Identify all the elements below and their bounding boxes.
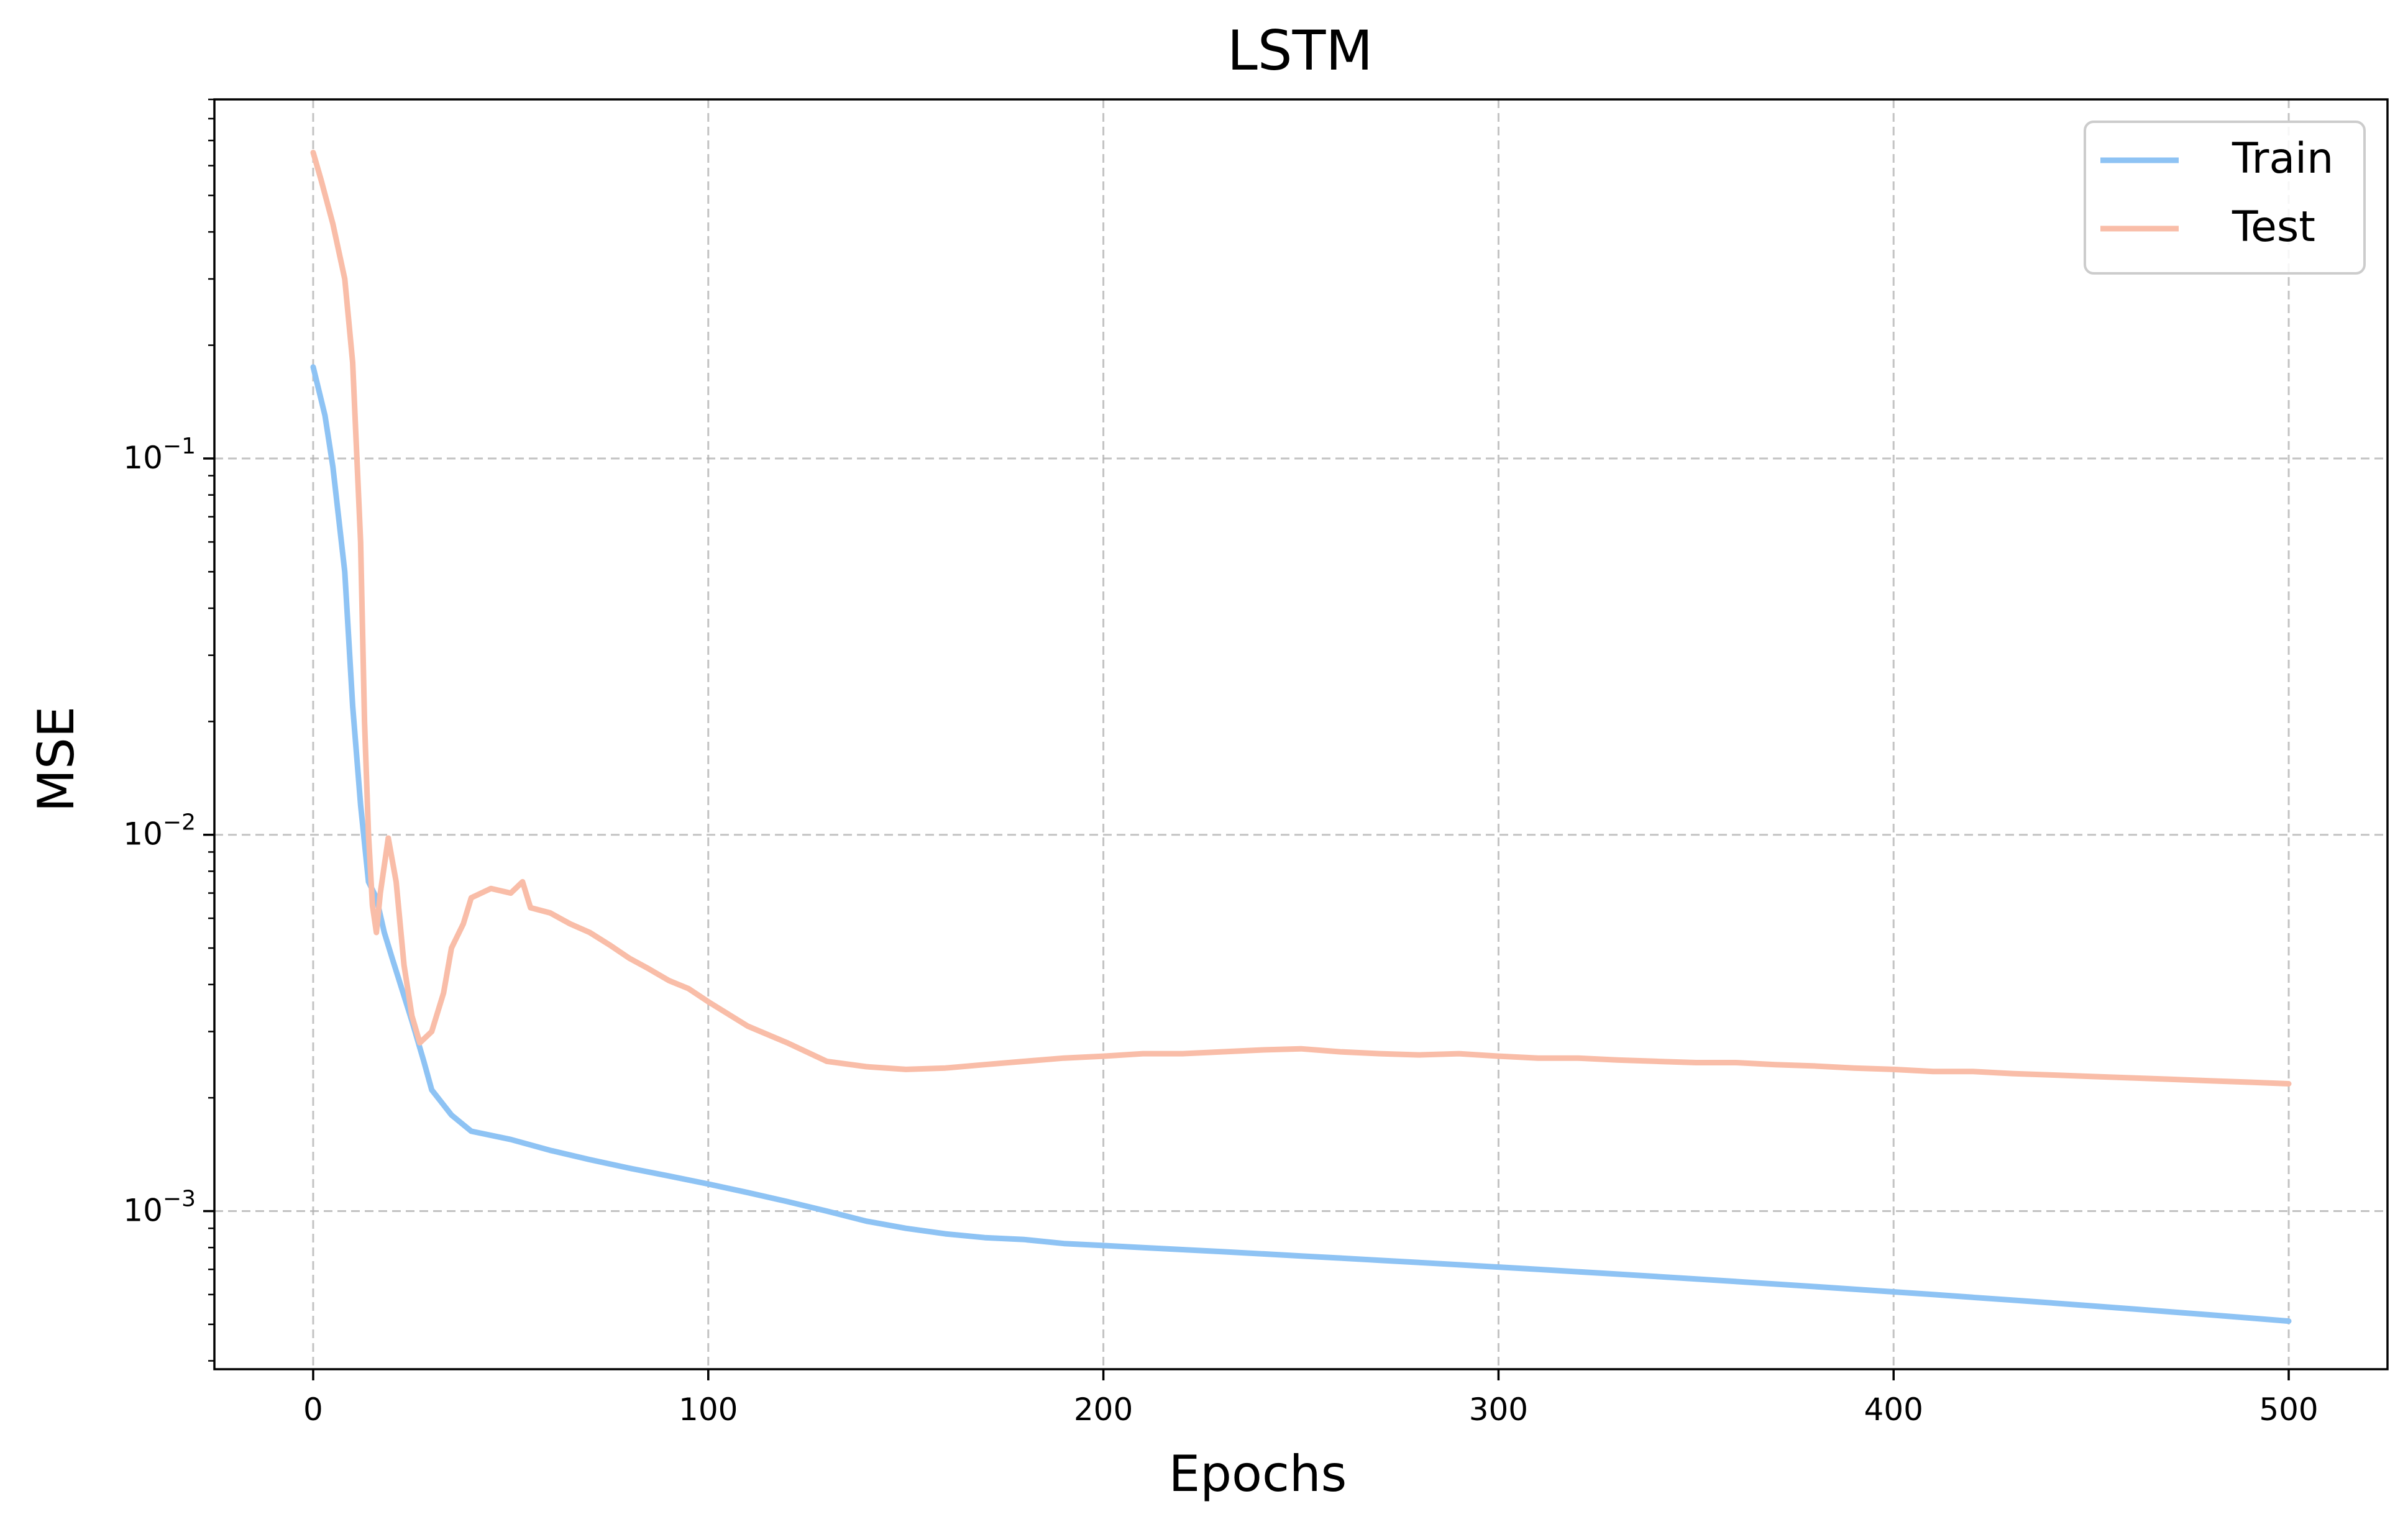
y-tick-label: 10−1: [123, 434, 196, 476]
x-tick-label: 300: [1469, 1392, 1528, 1428]
legend-label-test: Test: [2232, 203, 2315, 252]
x-tick-label: 100: [679, 1392, 738, 1428]
series-layer: [310, 150, 2292, 1324]
y-axis-ticks: 10−1 10−2 10−3: [123, 98, 214, 1362]
x-tick-label: 400: [1864, 1392, 1923, 1428]
series-line-test: [310, 150, 2292, 1087]
legend: Train Test: [2084, 121, 2366, 275]
plot-area-frame: [213, 98, 2389, 1370]
x-tick-label: 500: [2259, 1392, 2318, 1428]
x-tick-label: 200: [1074, 1392, 1133, 1428]
x-axis-ticks: 0 100 200 300 400 500: [303, 1369, 2319, 1428]
x-axis-label: Epochs: [1169, 1445, 1347, 1503]
y-tick-label: 10−3: [123, 1186, 196, 1228]
chart-title: LSTM: [1227, 19, 1373, 83]
grid: [214, 99, 2387, 1369]
y-tick-label: 10−2: [123, 810, 196, 852]
x-tick-label: 0: [303, 1392, 323, 1428]
y-axis-label: MSE: [27, 706, 85, 812]
legend-label-train: Train: [2232, 134, 2333, 183]
